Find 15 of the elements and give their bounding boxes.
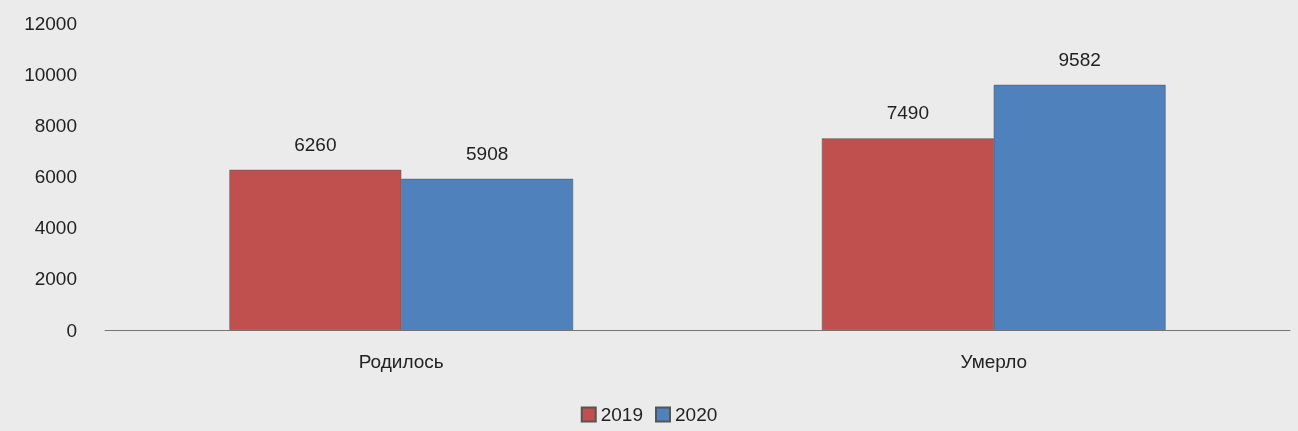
y-tick-label: 6000 [34, 166, 77, 187]
data-label: 9582 [1058, 48, 1101, 70]
y-tick-label: 4000 [34, 217, 77, 239]
data-label: 5908 [466, 142, 509, 164]
y-tick-label: 12000 [24, 12, 77, 34]
x-tick-label: Умерло [960, 351, 1028, 372]
data-label: 7490 [886, 102, 929, 124]
y-tick-label: 10000 [24, 63, 77, 85]
x-tick-label: Родилось [358, 351, 444, 372]
y-tick-label: 2000 [34, 268, 77, 290]
y-tick-label: 8000 [34, 114, 77, 136]
legend-label: 2020 [675, 404, 718, 425]
legend-label: 2019 [600, 404, 644, 425]
y-tick-label: 0 [66, 319, 77, 341]
data-label: 6260 [294, 133, 337, 155]
